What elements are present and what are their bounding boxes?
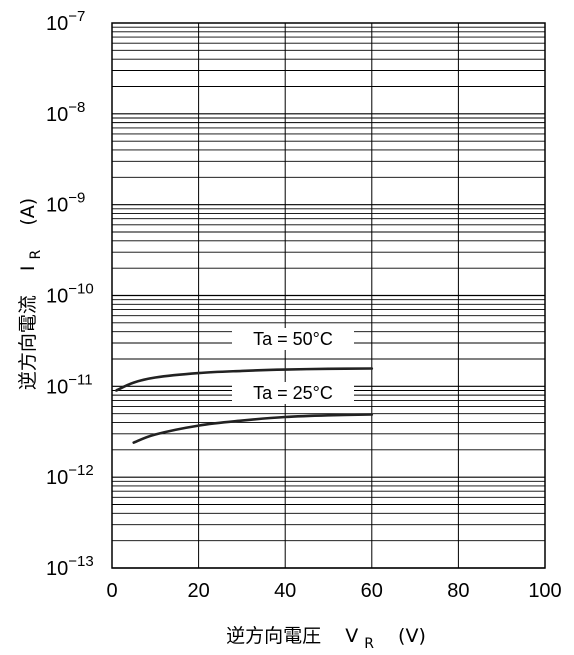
y-tick-label-1: 10−8 (46, 99, 85, 126)
x-axis-title: 逆方向電圧 V R (V) (226, 625, 426, 653)
series-label-bg-0 (232, 328, 354, 350)
x-tick-label-1: 20 (187, 580, 209, 602)
annotations: Ta = 50°C Ta = 25°C (232, 328, 354, 404)
x-tick-label-0: 0 (106, 580, 117, 602)
y-tick-base: 10 (46, 558, 68, 580)
y-axis-symbol: I (17, 265, 39, 271)
grid (111, 23, 546, 569)
y-tick-label-5: 10−12 (46, 462, 94, 489)
x-tick-labels: 0 20 40 60 80 100 (106, 580, 561, 602)
y-axis-unit: (A) (17, 198, 39, 226)
curves (115, 367, 374, 444)
y-tick-base: 10 (46, 286, 68, 308)
x-tick-label-4: 80 (447, 580, 469, 602)
y-tick-exponent: −8 (68, 99, 85, 116)
x-axis-symbol: V (345, 625, 358, 647)
series-label-0: Ta = 50°C (253, 329, 333, 349)
y-tick-label-6: 10−13 (46, 553, 94, 580)
y-axis-subscript: R (28, 249, 44, 259)
y-tick-base: 10 (46, 104, 68, 126)
y-tick-exponent: −7 (68, 8, 85, 25)
y-tick-label-4: 10−11 (46, 371, 93, 398)
series-line-0 (115, 367, 374, 392)
y-tick-label-0: 10−7 (46, 8, 85, 35)
y-tick-exponent: −10 (68, 281, 93, 298)
series-line-1 (132, 413, 374, 444)
y-tick-exponent: −11 (68, 371, 92, 388)
series-label-bg-1 (232, 382, 354, 404)
x-axis-title-main: 逆方向電圧 (226, 625, 321, 647)
y-tick-base: 10 (46, 195, 68, 217)
y-tick-exponent: −9 (68, 190, 85, 207)
y-tick-base: 10 (46, 376, 68, 398)
x-axis-subscript: R (364, 636, 374, 652)
y-tick-label-3: 10−10 (46, 281, 94, 308)
y-tick-base: 10 (46, 467, 68, 489)
series-label-1: Ta = 25°C (253, 383, 333, 403)
x-tick-label-2: 40 (274, 580, 296, 602)
y-tick-base: 10 (46, 13, 68, 35)
plot-frame (111, 22, 546, 569)
x-axis-unit: (V) (398, 625, 426, 647)
y-tick-label-2: 10−9 (46, 190, 85, 217)
y-tick-exponent: −13 (68, 553, 93, 570)
x-tick-label-3: 60 (361, 580, 383, 602)
y-axis-title-main: 逆方向電流 (17, 295, 39, 390)
x-tick-label-5: 100 (528, 580, 561, 602)
y-tick-exponent: −12 (68, 462, 93, 479)
y-axis-title: 逆方向電流 I R (A) (17, 198, 45, 390)
